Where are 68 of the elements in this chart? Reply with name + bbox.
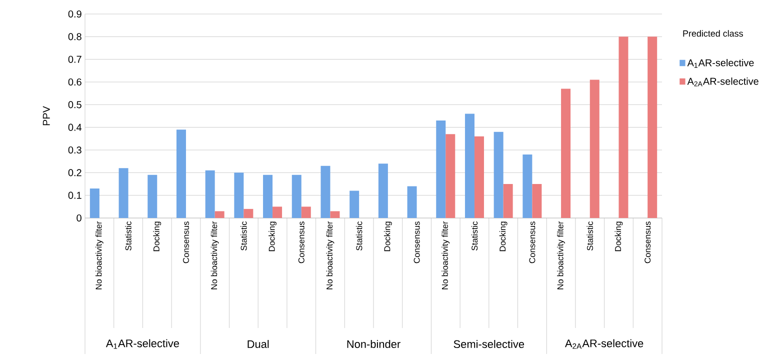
bar xyxy=(561,88,571,218)
x-tick-label: Docking xyxy=(499,222,508,252)
bar xyxy=(464,114,474,218)
bar xyxy=(118,168,128,218)
legend-title: Predicted class xyxy=(683,30,743,37)
bar xyxy=(522,154,532,218)
x-tick-label: No bioactivity filter xyxy=(95,221,104,290)
y-tick-label: 0.3 xyxy=(68,146,82,154)
bar xyxy=(320,166,330,218)
bar xyxy=(436,120,446,218)
text: Dual xyxy=(248,340,269,348)
legend-label: A$_{1}$AR-selective xyxy=(687,58,754,68)
text: A$_{2A}$AR-selective xyxy=(564,339,644,349)
x-tick-label: Consensus xyxy=(529,222,536,264)
bar xyxy=(446,134,456,218)
x-tick-label: Consensus xyxy=(182,222,189,264)
bar xyxy=(648,36,658,218)
y-tick-label: 0.6 xyxy=(68,78,82,86)
bar xyxy=(148,174,158,218)
bar xyxy=(494,132,504,218)
bar xyxy=(263,174,273,218)
y-tick-label: 0.1 xyxy=(68,192,82,199)
x-tick-label: Docking xyxy=(384,222,392,252)
bar xyxy=(474,136,484,218)
y-tick-label: 0.9 xyxy=(68,10,82,18)
bar xyxy=(618,36,628,218)
x-tick-label: No bioactivity filter xyxy=(557,221,565,290)
x-tick-label: Docking xyxy=(614,222,623,252)
bar xyxy=(350,190,360,218)
bar xyxy=(272,206,282,218)
y-tick-label: 0.2 xyxy=(68,169,82,176)
x-tick-label: Consensus xyxy=(644,222,651,264)
x-tick-label: No bioactivity filter xyxy=(210,221,219,290)
y-axis-title: PPV xyxy=(42,106,50,126)
x-tick-label: No bioactivity filter xyxy=(326,221,334,290)
bar xyxy=(503,184,513,218)
text: A$_{1}$AR-selective xyxy=(106,339,180,349)
bar xyxy=(330,211,340,218)
bar xyxy=(244,208,254,218)
x-tick-label: Statistic xyxy=(586,221,593,250)
y-tick-label: 0.8 xyxy=(68,33,82,40)
bar xyxy=(532,184,542,218)
bar xyxy=(378,164,388,218)
bar xyxy=(205,170,215,218)
x-tick-label: No bioactivity filter xyxy=(442,221,450,290)
x-tick-label: Docking xyxy=(153,222,162,252)
bar xyxy=(301,206,311,218)
x-tick-label: Docking xyxy=(268,222,276,252)
bar xyxy=(214,211,224,218)
x-tick-label: Statistic xyxy=(125,221,132,250)
legend-label: A$_{2A}$AR-selective xyxy=(687,78,758,86)
bar xyxy=(292,174,302,218)
bar xyxy=(590,80,600,218)
bar xyxy=(407,186,417,218)
y-tick-label: 0.4 xyxy=(68,124,82,131)
x-tick-label: Statistic xyxy=(356,221,362,250)
text: Non-binder xyxy=(347,340,400,348)
bar xyxy=(234,172,244,218)
y-tick-label: 0.7 xyxy=(68,56,82,63)
bar xyxy=(176,130,186,218)
y-tick-label: 0.5 xyxy=(68,101,82,108)
bar xyxy=(90,188,100,218)
x-tick-label: Consensus xyxy=(298,222,304,264)
x-tick-label: Consensus xyxy=(414,222,420,264)
y-tick-label: 0 xyxy=(76,214,82,222)
text: Semi-selective xyxy=(454,340,524,348)
x-tick-label: Statistic xyxy=(471,221,478,250)
x-tick-label: Statistic xyxy=(240,221,247,250)
